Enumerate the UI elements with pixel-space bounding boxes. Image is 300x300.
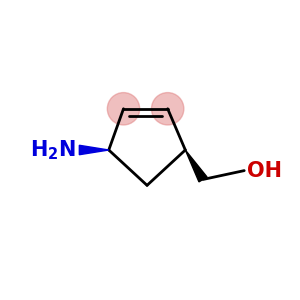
Polygon shape	[79, 145, 109, 155]
Text: $\mathregular{H_2N}$: $\mathregular{H_2N}$	[30, 138, 76, 162]
Circle shape	[107, 93, 140, 125]
Polygon shape	[185, 150, 207, 182]
Circle shape	[152, 93, 184, 125]
Text: OH: OH	[247, 160, 282, 181]
